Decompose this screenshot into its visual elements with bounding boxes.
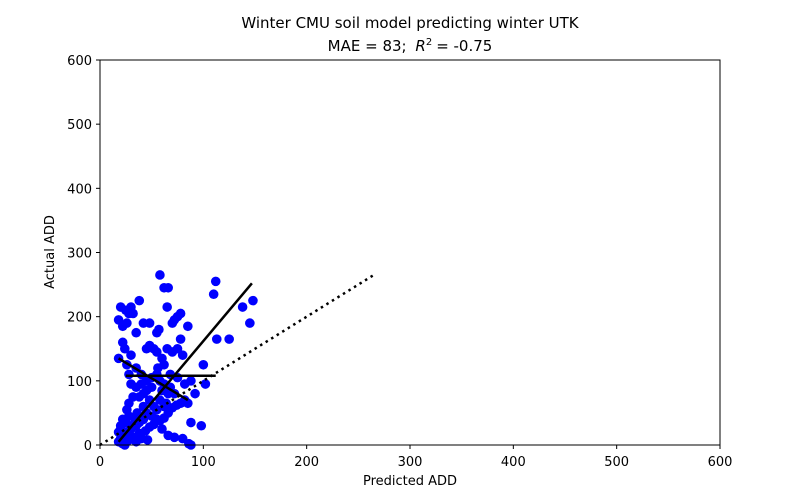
data-point <box>126 350 136 360</box>
subtitle-r-value: = -0.75 <box>436 37 492 55</box>
y-tick-label: 100 <box>67 375 92 390</box>
data-point <box>122 404 132 415</box>
data-point <box>153 363 163 373</box>
y-tick-label: 500 <box>67 118 92 133</box>
data-point <box>211 334 222 344</box>
x-tick-label: 300 <box>398 455 423 470</box>
data-point <box>120 343 130 354</box>
data-point <box>171 400 182 411</box>
data-point <box>155 270 165 280</box>
data-point <box>200 379 211 389</box>
x-tick-label: 200 <box>294 455 319 470</box>
data-point <box>190 388 200 399</box>
x-axis-label: Predicted ADD <box>363 474 457 489</box>
data-point <box>224 334 234 344</box>
data-point <box>162 302 172 312</box>
data-point <box>237 302 248 312</box>
x-tick-label: 400 <box>501 455 526 470</box>
y-tick-label: 0 <box>84 439 92 454</box>
data-point <box>142 435 153 445</box>
data-point <box>131 327 141 338</box>
y-axis-ticks: 0 100 200 300 400 500 600 <box>67 54 100 454</box>
data-point <box>169 432 180 443</box>
data-point <box>208 289 219 300</box>
data-point <box>152 414 162 425</box>
data-point <box>117 414 128 425</box>
data-point <box>128 308 138 319</box>
data-point <box>175 308 186 319</box>
data-point <box>124 369 134 380</box>
y-tick-label: 600 <box>67 54 92 69</box>
x-tick-label: 0 <box>96 455 104 470</box>
data-point <box>183 321 193 332</box>
y-tick-label: 200 <box>67 311 92 326</box>
data-point <box>144 318 155 328</box>
chart-subtitle: MAE = 83; R2 = -0.75 <box>328 37 493 55</box>
data-point <box>177 350 188 360</box>
data-point <box>146 382 157 393</box>
data-point <box>163 282 173 293</box>
subtitle-r-symbol: R <box>415 37 425 55</box>
data-point <box>196 420 207 431</box>
y-tick-label: 300 <box>67 247 92 262</box>
data-point <box>186 417 196 428</box>
data-point <box>198 359 209 370</box>
data-point <box>154 324 164 335</box>
subtitle-r-exponent: 2 <box>426 37 432 48</box>
x-tick-label: 500 <box>604 455 629 470</box>
x-axis-ticks: 0 100 200 300 400 500 600 <box>96 445 733 470</box>
data-point <box>248 295 258 306</box>
data-point <box>183 398 193 409</box>
x-tick-label: 100 <box>191 455 216 470</box>
y-tick-label: 400 <box>67 182 92 197</box>
data-point <box>186 376 196 386</box>
reference-line <box>99 272 377 447</box>
data-point <box>157 424 167 434</box>
y-axis-label: Actual ADD <box>43 215 58 289</box>
chart-title: Winter CMU soil model predicting winter … <box>241 14 579 32</box>
subtitle-mae: MAE = 83; <box>328 37 407 55</box>
data-point <box>172 343 183 354</box>
x-tick-label: 600 <box>708 455 733 470</box>
data-point <box>175 334 186 344</box>
fit-line <box>117 282 253 443</box>
data-point <box>134 295 145 306</box>
fit-line <box>117 357 189 402</box>
data-point <box>245 318 255 328</box>
data-point <box>152 347 162 357</box>
data-point <box>122 318 132 328</box>
data-point <box>126 379 136 389</box>
data-point <box>130 414 140 425</box>
data-point <box>131 436 141 447</box>
data-point <box>210 276 221 287</box>
fit-lines <box>99 272 377 447</box>
